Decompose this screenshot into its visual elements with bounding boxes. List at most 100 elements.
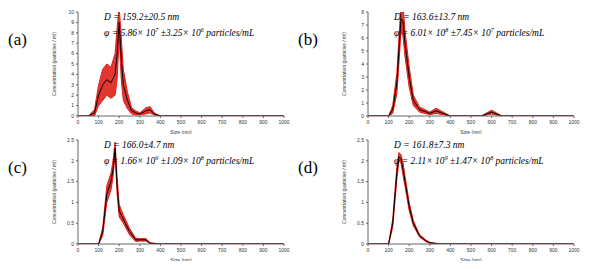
svg-text:Concentration (particles / ml): Concentration (particles / ml) [342,160,347,224]
svg-text:400: 400 [446,119,455,125]
svg-text:0: 0 [367,119,370,125]
svg-text:1: 1 [361,199,364,205]
svg-text:Size (nm): Size (nm) [170,257,192,262]
html-text:(a): (a) [8,30,27,49]
svg-text:0: 0 [361,241,364,247]
svg-text:300: 300 [426,119,435,125]
svg-text:Size (nm): Size (nm) [460,129,482,134]
svg-text:4: 4 [361,61,364,67]
html-text:9±1.47× 10: 9±1.47× 10 [444,155,491,167]
svg-text:Concentration (particles / ml): Concentration (particles / ml) [52,160,57,224]
svg-text:700: 700 [508,119,517,125]
svg-text:6: 6 [71,50,74,56]
html-text:8particles/mL: 8particles/mL [490,155,544,167]
svg-text:800: 800 [239,247,248,253]
svg-text:1: 1 [71,199,74,205]
svg-text:5: 5 [71,61,74,67]
html-text:φ = 2.11× 10: φ = 2.11× 10 [394,156,445,167]
svg-text:7: 7 [361,22,364,28]
svg-text:400: 400 [446,247,455,253]
svg-text:800: 800 [529,247,538,253]
svg-text:800: 800 [529,119,538,125]
html-text:8particles/mL: 8particles/mL [200,155,255,167]
svg-text:600: 600 [197,247,206,253]
svg-text:200: 200 [115,119,124,125]
svg-text:1000: 1000 [568,119,579,125]
svg-text:500: 500 [177,247,186,253]
svg-text:1.5: 1.5 [357,178,364,184]
html-text:φ = 1.66× 10: φ = 1.66× 10 [104,156,156,167]
svg-text:800: 800 [239,119,248,125]
svg-text:900: 900 [259,119,268,125]
svg-text:Concentration (particles / ml): Concentration (particles / ml) [52,32,57,96]
svg-text:5: 5 [361,48,364,54]
svg-text:10: 10 [68,9,74,15]
svg-text:100: 100 [384,119,393,125]
svg-text:3: 3 [71,82,74,88]
svg-text:0: 0 [361,113,364,119]
svg-text:300: 300 [136,247,145,253]
svg-text:100: 100 [94,119,103,125]
svg-text:200: 200 [115,247,124,253]
html-text:6particles/mL: 6particles/mL [200,27,255,39]
html-text:φ = 6.01× 10: φ = 6.01× 10 [394,28,446,39]
svg-text:6: 6 [361,35,364,41]
svg-text:1: 1 [361,100,364,106]
svg-text:Size (nm): Size (nm) [460,257,482,262]
svg-text:200: 200 [405,247,414,253]
svg-text:900: 900 [549,247,558,253]
svg-text:700: 700 [218,247,227,253]
svg-text:4: 4 [71,71,74,77]
svg-text:3: 3 [361,74,364,80]
svg-text:100: 100 [94,247,103,253]
html-text:(c): (c) [8,158,27,177]
svg-text:2.5: 2.5 [67,137,74,143]
svg-text:300: 300 [136,119,145,125]
svg-text:1000: 1000 [278,119,289,125]
svg-text:1.5: 1.5 [67,178,74,184]
svg-text:500: 500 [177,119,186,125]
svg-text:0: 0 [71,113,74,119]
html-text:(d): (d) [298,158,318,177]
svg-text:100: 100 [384,247,393,253]
svg-text:400: 400 [156,119,165,125]
svg-text:2: 2 [71,92,74,98]
svg-text:2.5: 2.5 [357,137,364,143]
svg-text:8: 8 [71,30,74,36]
svg-text:300: 300 [426,247,435,253]
svg-text:500: 500 [467,247,476,253]
svg-text:9: 9 [71,19,74,25]
svg-text:600: 600 [487,247,496,253]
svg-text:0: 0 [71,241,74,247]
svg-text:1000: 1000 [278,247,289,253]
svg-text:8: 8 [361,9,364,15]
svg-text:0.5: 0.5 [357,220,364,226]
html-text:7±3.25× 10: 7±3.25× 10 [155,27,201,39]
svg-text:700: 700 [508,247,517,253]
svg-text:0: 0 [367,247,370,253]
html-text:9±1.09× 10: 9±1.09× 10 [155,155,201,167]
svg-text:2: 2 [71,158,74,164]
svg-text:0.5: 0.5 [67,220,74,226]
html-text:φ = 5.86× 10: φ = 5.86× 10 [104,28,156,39]
svg-text:200: 200 [405,119,414,125]
html-text:8±7.45× 10: 8±7.45× 10 [445,27,491,39]
svg-text:900: 900 [259,247,268,253]
svg-text:0: 0 [77,119,80,125]
svg-text:2: 2 [361,87,364,93]
svg-text:900: 900 [549,119,558,125]
svg-text:1: 1 [71,102,74,108]
svg-text:1000: 1000 [568,247,579,253]
svg-text:700: 700 [218,119,227,125]
svg-text:Concentration (particles / ml): Concentration (particles / ml) [342,32,347,96]
svg-text:2: 2 [361,158,364,164]
html-text:(b): (b) [298,30,318,49]
svg-text:500: 500 [467,119,476,125]
svg-text:0: 0 [77,247,80,253]
html-text:7particles/mL: 7particles/mL [490,27,545,39]
svg-text:7: 7 [71,40,74,46]
svg-text:400: 400 [156,247,165,253]
svg-text:600: 600 [197,119,206,125]
svg-text:600: 600 [487,119,496,125]
svg-text:Size (nm): Size (nm) [170,129,192,134]
